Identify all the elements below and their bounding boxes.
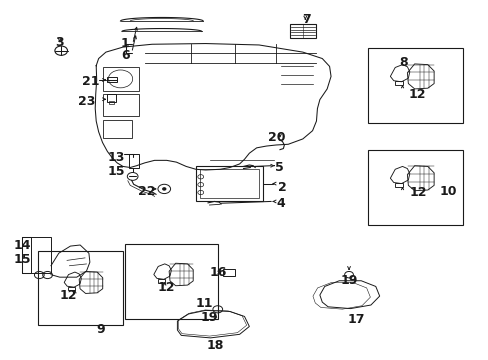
Text: 17: 17 <box>347 313 365 326</box>
Text: 9: 9 <box>97 323 105 336</box>
Text: 21: 21 <box>81 75 99 88</box>
Bar <box>68 287 75 290</box>
Text: 12: 12 <box>408 186 426 199</box>
Bar <box>102 67 139 91</box>
Bar <box>102 120 131 138</box>
Text: 12: 12 <box>158 281 175 294</box>
Bar <box>368 48 462 123</box>
Bar <box>394 183 402 187</box>
Text: 3: 3 <box>55 36 64 49</box>
Bar <box>289 24 316 38</box>
Text: 4: 4 <box>276 197 285 210</box>
Text: 14: 14 <box>14 239 31 252</box>
Text: 2: 2 <box>278 181 286 194</box>
Text: 13: 13 <box>108 151 125 165</box>
Text: 19: 19 <box>340 274 357 287</box>
Bar <box>30 237 51 273</box>
Bar <box>102 94 139 116</box>
Bar <box>125 244 217 319</box>
Bar <box>107 94 116 102</box>
Text: 19: 19 <box>201 311 218 324</box>
Bar <box>107 77 117 82</box>
Text: 15: 15 <box>108 165 125 178</box>
Bar <box>158 279 164 283</box>
Text: 23: 23 <box>78 95 95 108</box>
Text: 18: 18 <box>206 338 224 351</box>
Text: 8: 8 <box>399 55 407 69</box>
Bar <box>128 154 139 168</box>
Text: 11: 11 <box>196 297 213 310</box>
Text: 10: 10 <box>439 185 457 198</box>
Text: 22: 22 <box>137 185 155 198</box>
Bar <box>38 251 122 325</box>
Text: 12: 12 <box>407 88 425 101</box>
Text: 20: 20 <box>268 131 285 144</box>
Bar <box>196 166 263 202</box>
Text: 12: 12 <box>60 288 77 302</box>
Bar <box>200 168 259 198</box>
Circle shape <box>163 188 165 190</box>
Text: 6: 6 <box>121 49 129 62</box>
Text: 1: 1 <box>121 37 129 50</box>
Text: 16: 16 <box>210 266 227 279</box>
Text: 5: 5 <box>275 161 284 174</box>
Bar <box>109 102 114 104</box>
Bar <box>368 150 462 225</box>
Bar <box>222 269 234 276</box>
Bar <box>394 81 402 85</box>
Text: 7: 7 <box>302 13 310 26</box>
Text: 15: 15 <box>14 253 31 266</box>
